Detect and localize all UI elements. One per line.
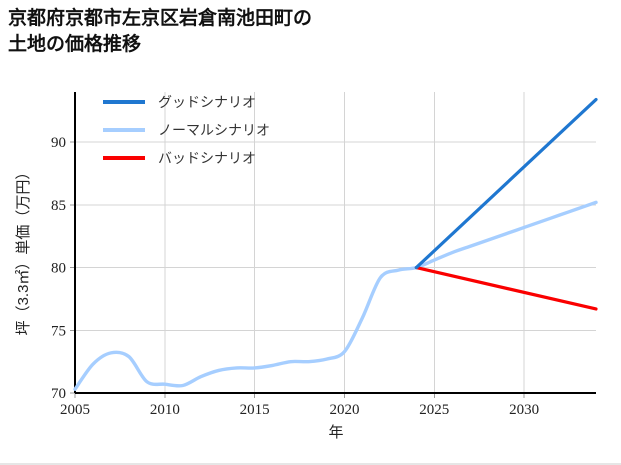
x-tick-label: 2015 (240, 402, 270, 418)
series-line-normal (73, 200, 598, 391)
legend-label-good: グッドシナリオ (158, 94, 256, 110)
legend-label-bad: バッドシナリオ (158, 150, 256, 166)
axis-lines (73, 92, 596, 395)
y-tick-label: 70 (51, 386, 66, 402)
y-tick-labels: 70 75 80 85 90 (51, 135, 66, 402)
x-tick-label: 2020 (329, 402, 359, 418)
x-axis-title: 年 (328, 424, 343, 441)
bottom-divider (0, 463, 621, 465)
x-tick-labels: 2005 2010 2015 2020 2025 2030 (60, 402, 539, 418)
page-title: 京都府京都市左京区岩倉南池田町の 土地の価格推移 (8, 8, 313, 55)
x-tick-label: 2025 (419, 402, 449, 418)
y-tick-label: 85 (51, 198, 66, 214)
x-tick-label: 2010 (150, 402, 180, 418)
series-line-good (414, 97, 598, 270)
tick-marks (70, 141, 525, 398)
legend-label-normal: ノーマルシナリオ (158, 122, 270, 138)
series-line-bad (414, 265, 598, 311)
x-tick-label: 2030 (509, 402, 539, 418)
y-tick-label: 90 (51, 135, 66, 151)
x-tick-label: 2005 (60, 402, 90, 418)
y-tick-label: 80 (51, 261, 66, 277)
y-tick-label: 75 (51, 323, 66, 339)
data-series-group (73, 97, 598, 391)
gridlines (75, 92, 596, 394)
y-axis-title: 坪（3.3㎡）単価（万円） (15, 165, 32, 336)
